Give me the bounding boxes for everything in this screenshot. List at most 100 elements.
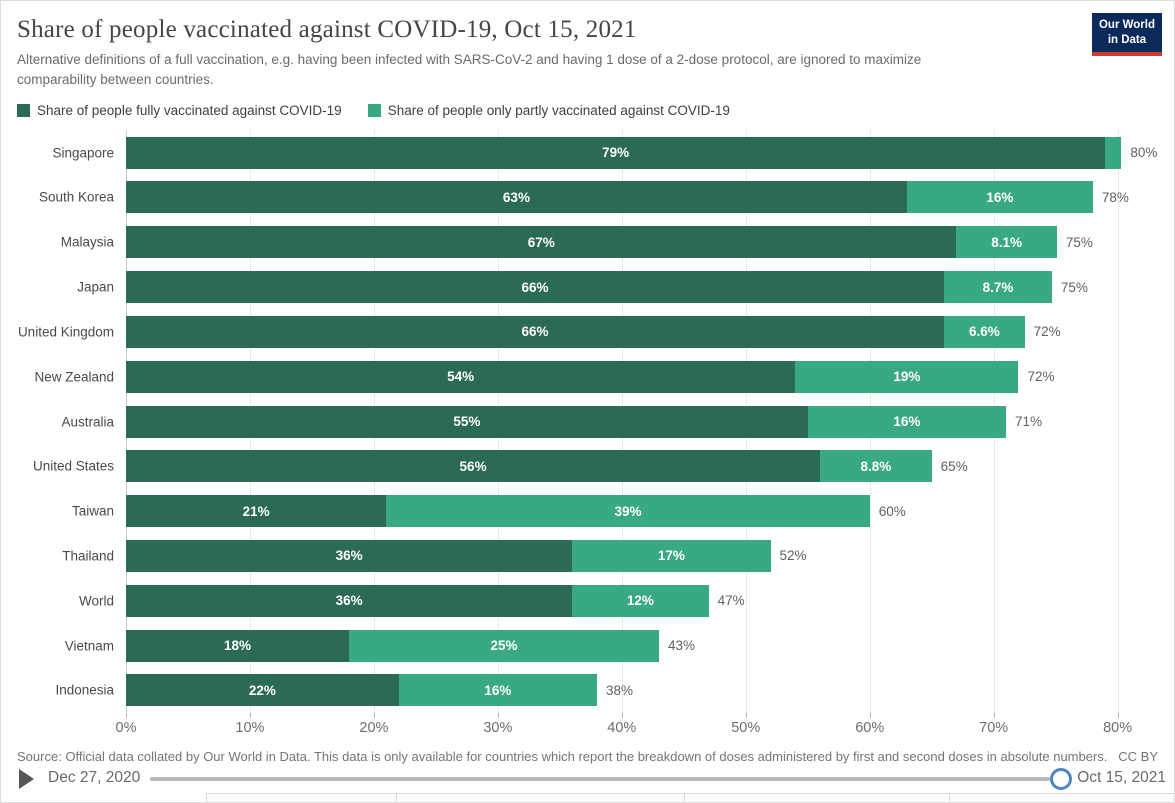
bottom-cutoff-cell <box>949 793 1174 802</box>
license-link[interactable]: CC BY <box>1118 749 1158 765</box>
bar-value-fully: 63% <box>502 189 530 205</box>
bar-segment-fully[interactable]: 22% <box>126 674 399 707</box>
bar-value-partly: 8.8% <box>860 458 892 474</box>
timeline-slider-track[interactable] <box>150 777 1050 782</box>
chart-header: Share of people vaccinated against COVID… <box>1 1 1174 89</box>
country-label: Japan <box>77 279 114 295</box>
bar-value-partly: 25% <box>490 638 518 654</box>
chart-row: Indonesia 22% 16% 38% <box>1 668 1174 713</box>
bar-value-fully: 54% <box>447 369 475 385</box>
legend-label-partly: Share of people only partly vaccinated a… <box>387 103 730 119</box>
country-label: Malaysia <box>60 234 114 250</box>
bar-segment-partly[interactable]: 25% <box>349 629 659 662</box>
legend-swatch-fully-icon <box>17 104 30 118</box>
x-tick-mark <box>1117 713 1119 719</box>
bottom-cutoff-strip <box>1 791 1174 802</box>
stacked-bar: 36% 17% 52% <box>126 539 1161 572</box>
chart-rows: Singapore 79% 80% South Korea 63% 16% 78… <box>1 130 1174 713</box>
bar-value-fully: 67% <box>527 234 555 250</box>
bar-total-label: 65% <box>940 458 968 474</box>
legend-item-fully[interactable]: Share of people fully vaccinated against… <box>17 103 342 118</box>
bar-value-partly: 6.6% <box>968 324 1000 340</box>
x-tick-mark <box>497 713 499 719</box>
bar-total-label: 75% <box>1060 279 1088 295</box>
bottom-cutoff-cell <box>684 793 950 802</box>
x-tick-label: 80% <box>1103 720 1133 737</box>
bar-segment-fully[interactable]: 36% <box>126 584 573 617</box>
timeline-end-date: Oct 15, 2021 <box>1077 769 1166 787</box>
bar-segment-fully[interactable]: 63% <box>126 181 907 214</box>
country-label: New Zealand <box>34 369 114 385</box>
bar-segment-fully[interactable]: 66% <box>126 271 945 304</box>
stacked-bar: 54% 19% 72% <box>126 360 1161 393</box>
bar-total-label: 47% <box>717 593 745 609</box>
bar-value-fully: 55% <box>453 414 481 429</box>
country-label: United States <box>32 458 114 474</box>
timeline-start-date: Dec 27, 2020 <box>48 769 141 787</box>
play-button-icon[interactable] <box>19 769 34 790</box>
source-note: Source: Official data collated by Our Wo… <box>17 749 1108 765</box>
stacked-bar: 63% 16% 78% <box>126 181 1161 214</box>
bar-segment-fully[interactable]: 79% <box>126 136 1106 169</box>
x-axis: 0% 10% 20% 30% 40% 50% 60% 70% 80% <box>116 713 1161 743</box>
chart-row: World 36% 12% 47% <box>1 578 1174 623</box>
bar-segment-partly[interactable]: 12% <box>572 584 709 617</box>
stacked-bar: 56% 8.8% 65% <box>126 450 1161 483</box>
bar-segment-partly[interactable]: 17% <box>572 539 771 572</box>
bar-value-partly: 39% <box>614 503 642 519</box>
legend-item-partly[interactable]: Share of people only partly vaccinated a… <box>367 103 730 119</box>
bar-total-label: 72% <box>1033 324 1061 340</box>
country-label: Vietnam <box>64 638 114 654</box>
x-tick-label: 0% <box>115 720 137 737</box>
bar-value-partly: 17% <box>657 548 685 564</box>
bar-segment-partly[interactable]: 16% <box>807 405 1007 438</box>
chart-row: Malaysia 67% 8.1% 75% <box>1 220 1174 265</box>
chart-row: Australia 55% 16% 71% <box>1 399 1174 444</box>
country-label: Indonesia <box>55 682 114 698</box>
bar-value-fully: 22% <box>248 682 276 698</box>
bar-segment-partly[interactable] <box>1105 136 1122 169</box>
country-label: Singapore <box>52 145 114 161</box>
country-label: World <box>78 593 114 609</box>
x-tick-mark <box>621 713 623 719</box>
country-label: Thailand <box>62 548 114 564</box>
bar-total-label: 78% <box>1101 189 1129 205</box>
bar-segment-partly[interactable]: 6.6% <box>944 315 1025 348</box>
x-tick-mark <box>745 713 747 719</box>
stacked-bar: 66% 8.7% 75% <box>126 271 1161 304</box>
chart-row: United Kingdom 66% 6.6% 72% <box>1 309 1174 354</box>
bar-segment-partly[interactable]: 16% <box>398 674 597 707</box>
bar-value-fully: 66% <box>521 324 549 340</box>
bar-segment-partly[interactable]: 39% <box>386 495 870 528</box>
bar-segment-fully[interactable]: 54% <box>126 360 796 393</box>
legend: Share of people fully vaccinated against… <box>17 103 1158 118</box>
bar-total-label: 52% <box>779 548 807 564</box>
bar-total-label: 60% <box>878 503 906 519</box>
bar-segment-fully[interactable]: 56% <box>126 450 821 483</box>
bar-segment-fully[interactable]: 67% <box>126 226 957 259</box>
bar-value-fully: 79% <box>602 145 630 161</box>
bar-segment-partly[interactable]: 8.7% <box>944 271 1052 304</box>
bar-segment-fully[interactable]: 21% <box>126 495 387 528</box>
bar-segment-partly[interactable]: 19% <box>795 360 1019 393</box>
bar-value-partly: 16% <box>484 682 512 698</box>
bar-segment-partly[interactable]: 16% <box>906 181 1093 214</box>
bar-value-fully: 18% <box>224 638 252 654</box>
chart-row: Thailand 36% 17% 52% <box>1 534 1174 579</box>
bar-segment-fully[interactable]: 18% <box>126 629 350 662</box>
stacked-bar: 55% 16% 71% <box>126 405 1161 438</box>
bar-segment-partly[interactable]: 8.1% <box>956 226 1057 259</box>
chart-row: United States 56% 8.8% 65% <box>1 444 1174 489</box>
timeline-slider-handle[interactable] <box>1050 768 1072 791</box>
bar-segment-fully[interactable]: 55% <box>126 405 808 438</box>
bar-segment-partly[interactable]: 8.8% <box>820 450 932 483</box>
stacked-bar: 22% 16% 38% <box>126 674 1161 707</box>
x-tick-label: 10% <box>235 720 265 737</box>
chart-row: Taiwan 21% 39% 60% <box>1 489 1174 534</box>
bar-value-fully: 36% <box>335 548 363 564</box>
chart-row: Vietnam 18% 25% 43% <box>1 623 1174 668</box>
stacked-bar: 21% 39% 60% <box>126 495 1161 528</box>
owid-logo[interactable]: Our World in Data <box>1091 13 1162 56</box>
bar-segment-fully[interactable]: 66% <box>126 315 945 348</box>
bar-segment-fully[interactable]: 36% <box>126 539 573 572</box>
